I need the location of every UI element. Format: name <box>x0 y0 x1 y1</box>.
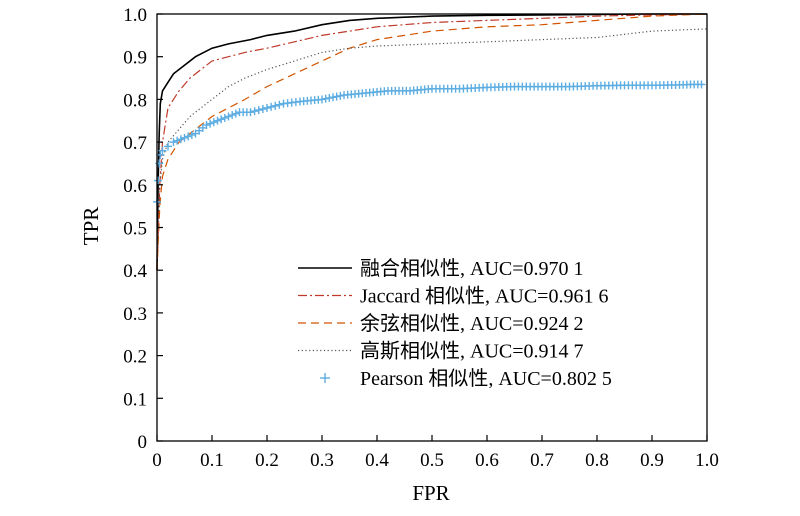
series-point-marker <box>325 93 334 102</box>
series-point-marker <box>213 116 222 125</box>
series-point-marker <box>224 112 233 121</box>
x-tick-label: 0.5 <box>420 450 444 471</box>
series-point-marker <box>217 115 226 124</box>
series-point-marker <box>154 176 163 185</box>
series-point-marker <box>258 105 267 114</box>
series-line <box>156 13 708 271</box>
series-point-marker <box>332 92 341 101</box>
y-axis-label: TPR <box>79 207 103 246</box>
series-point-marker <box>164 142 172 151</box>
series-line <box>156 13 708 271</box>
series-3 <box>156 13 708 271</box>
x-tick-label: 0.3 <box>310 450 334 471</box>
y-tick-label: 0.5 <box>123 219 147 240</box>
legend-label: Jaccard 相似性, AUC=0.961 6 <box>360 285 608 308</box>
series-point-marker <box>250 107 259 116</box>
x-tick-label: 0.4 <box>365 450 389 471</box>
legend-item: Jaccard 相似性, AUC=0.961 6 <box>298 285 608 308</box>
series-point-marker <box>202 121 211 130</box>
legend: 融合相似性, AUC=0.970 1 Jaccard 相似性, AUC=0.961… <box>298 257 612 390</box>
series-point-marker <box>209 118 218 127</box>
series-point-marker <box>275 100 284 109</box>
legend-item: Pearson 相似性, AUC=0.802 5 <box>320 367 612 390</box>
series-point-marker <box>231 109 240 118</box>
y-tick-label: 0.3 <box>123 304 147 325</box>
series-point-marker <box>158 146 167 155</box>
y-tick-label: 0.2 <box>123 347 147 368</box>
y-tick-label: 0.9 <box>123 48 147 69</box>
series-point-marker <box>187 130 196 139</box>
legend-item: 高斯相似性, AUC=0.914 7 <box>298 340 584 363</box>
x-tick-label: 0.1 <box>200 450 224 471</box>
series-point-marker <box>169 138 178 147</box>
ticks-layer: 0 0.1 0.2 0.3 0.4 0.5 0.6 0.7 0.8 0.9 1.0 0 0.1 0.2 0.… <box>123 5 719 471</box>
series-point-marker <box>180 133 189 142</box>
series-point-marker <box>267 102 276 111</box>
y-tick-label: 0.8 <box>123 90 147 111</box>
y-tick-label: 0.6 <box>123 176 147 197</box>
x-tick-label: 0.2 <box>255 450 279 471</box>
series-4 <box>156 28 708 271</box>
series-point-marker <box>254 106 263 115</box>
legend-label: 融合相似性, AUC=0.970 1 <box>360 257 584 280</box>
series-point-marker <box>246 108 255 117</box>
x-tick-label: 1.0 <box>695 450 719 471</box>
legend-label: 余弦相似性, AUC=0.924 2 <box>360 312 584 335</box>
series-point-marker <box>697 80 706 89</box>
y-tick-label: 0.4 <box>123 261 147 282</box>
series-point-marker <box>318 95 326 104</box>
series-point-marker <box>336 91 345 100</box>
series-line <box>156 13 707 271</box>
series-layer <box>153 13 708 271</box>
series-point-marker <box>271 101 280 110</box>
series-point-marker <box>329 93 337 102</box>
series-point-marker <box>220 113 229 122</box>
series-point-marker <box>206 119 215 128</box>
x-tick-label: 0.7 <box>530 450 554 471</box>
y-tick-label: 0.7 <box>123 133 147 154</box>
series-line <box>156 28 708 271</box>
x-tick-label: 0.9 <box>640 450 664 471</box>
series-point-marker <box>176 135 185 144</box>
x-tick-label: 0.6 <box>475 450 499 471</box>
x-tick-label: 0.8 <box>585 450 609 471</box>
legend-item: 余弦相似性, AUC=0.924 2 <box>298 312 584 335</box>
series-point-marker <box>228 111 237 120</box>
x-axis-label: FPR <box>412 481 449 505</box>
series-2 <box>156 13 708 271</box>
legend-label: 高斯相似性, AUC=0.914 7 <box>360 340 584 363</box>
series-point-marker <box>263 103 271 112</box>
series-5 <box>153 80 706 206</box>
y-tick-label: 0 <box>138 432 148 453</box>
series-point-marker <box>173 136 182 145</box>
series-point-marker <box>320 373 330 383</box>
x-tick-label: 0 <box>152 450 162 471</box>
series-point-marker <box>321 94 330 103</box>
series-point-marker <box>184 132 193 141</box>
series-1 <box>156 13 707 271</box>
legend-item: 融合相似性, AUC=0.970 1 <box>298 257 584 280</box>
y-tick-label: 0.1 <box>123 389 147 410</box>
legend-label: Pearson 相似性, AUC=0.802 5 <box>360 367 612 390</box>
y-tick-label: 1.0 <box>123 5 147 26</box>
